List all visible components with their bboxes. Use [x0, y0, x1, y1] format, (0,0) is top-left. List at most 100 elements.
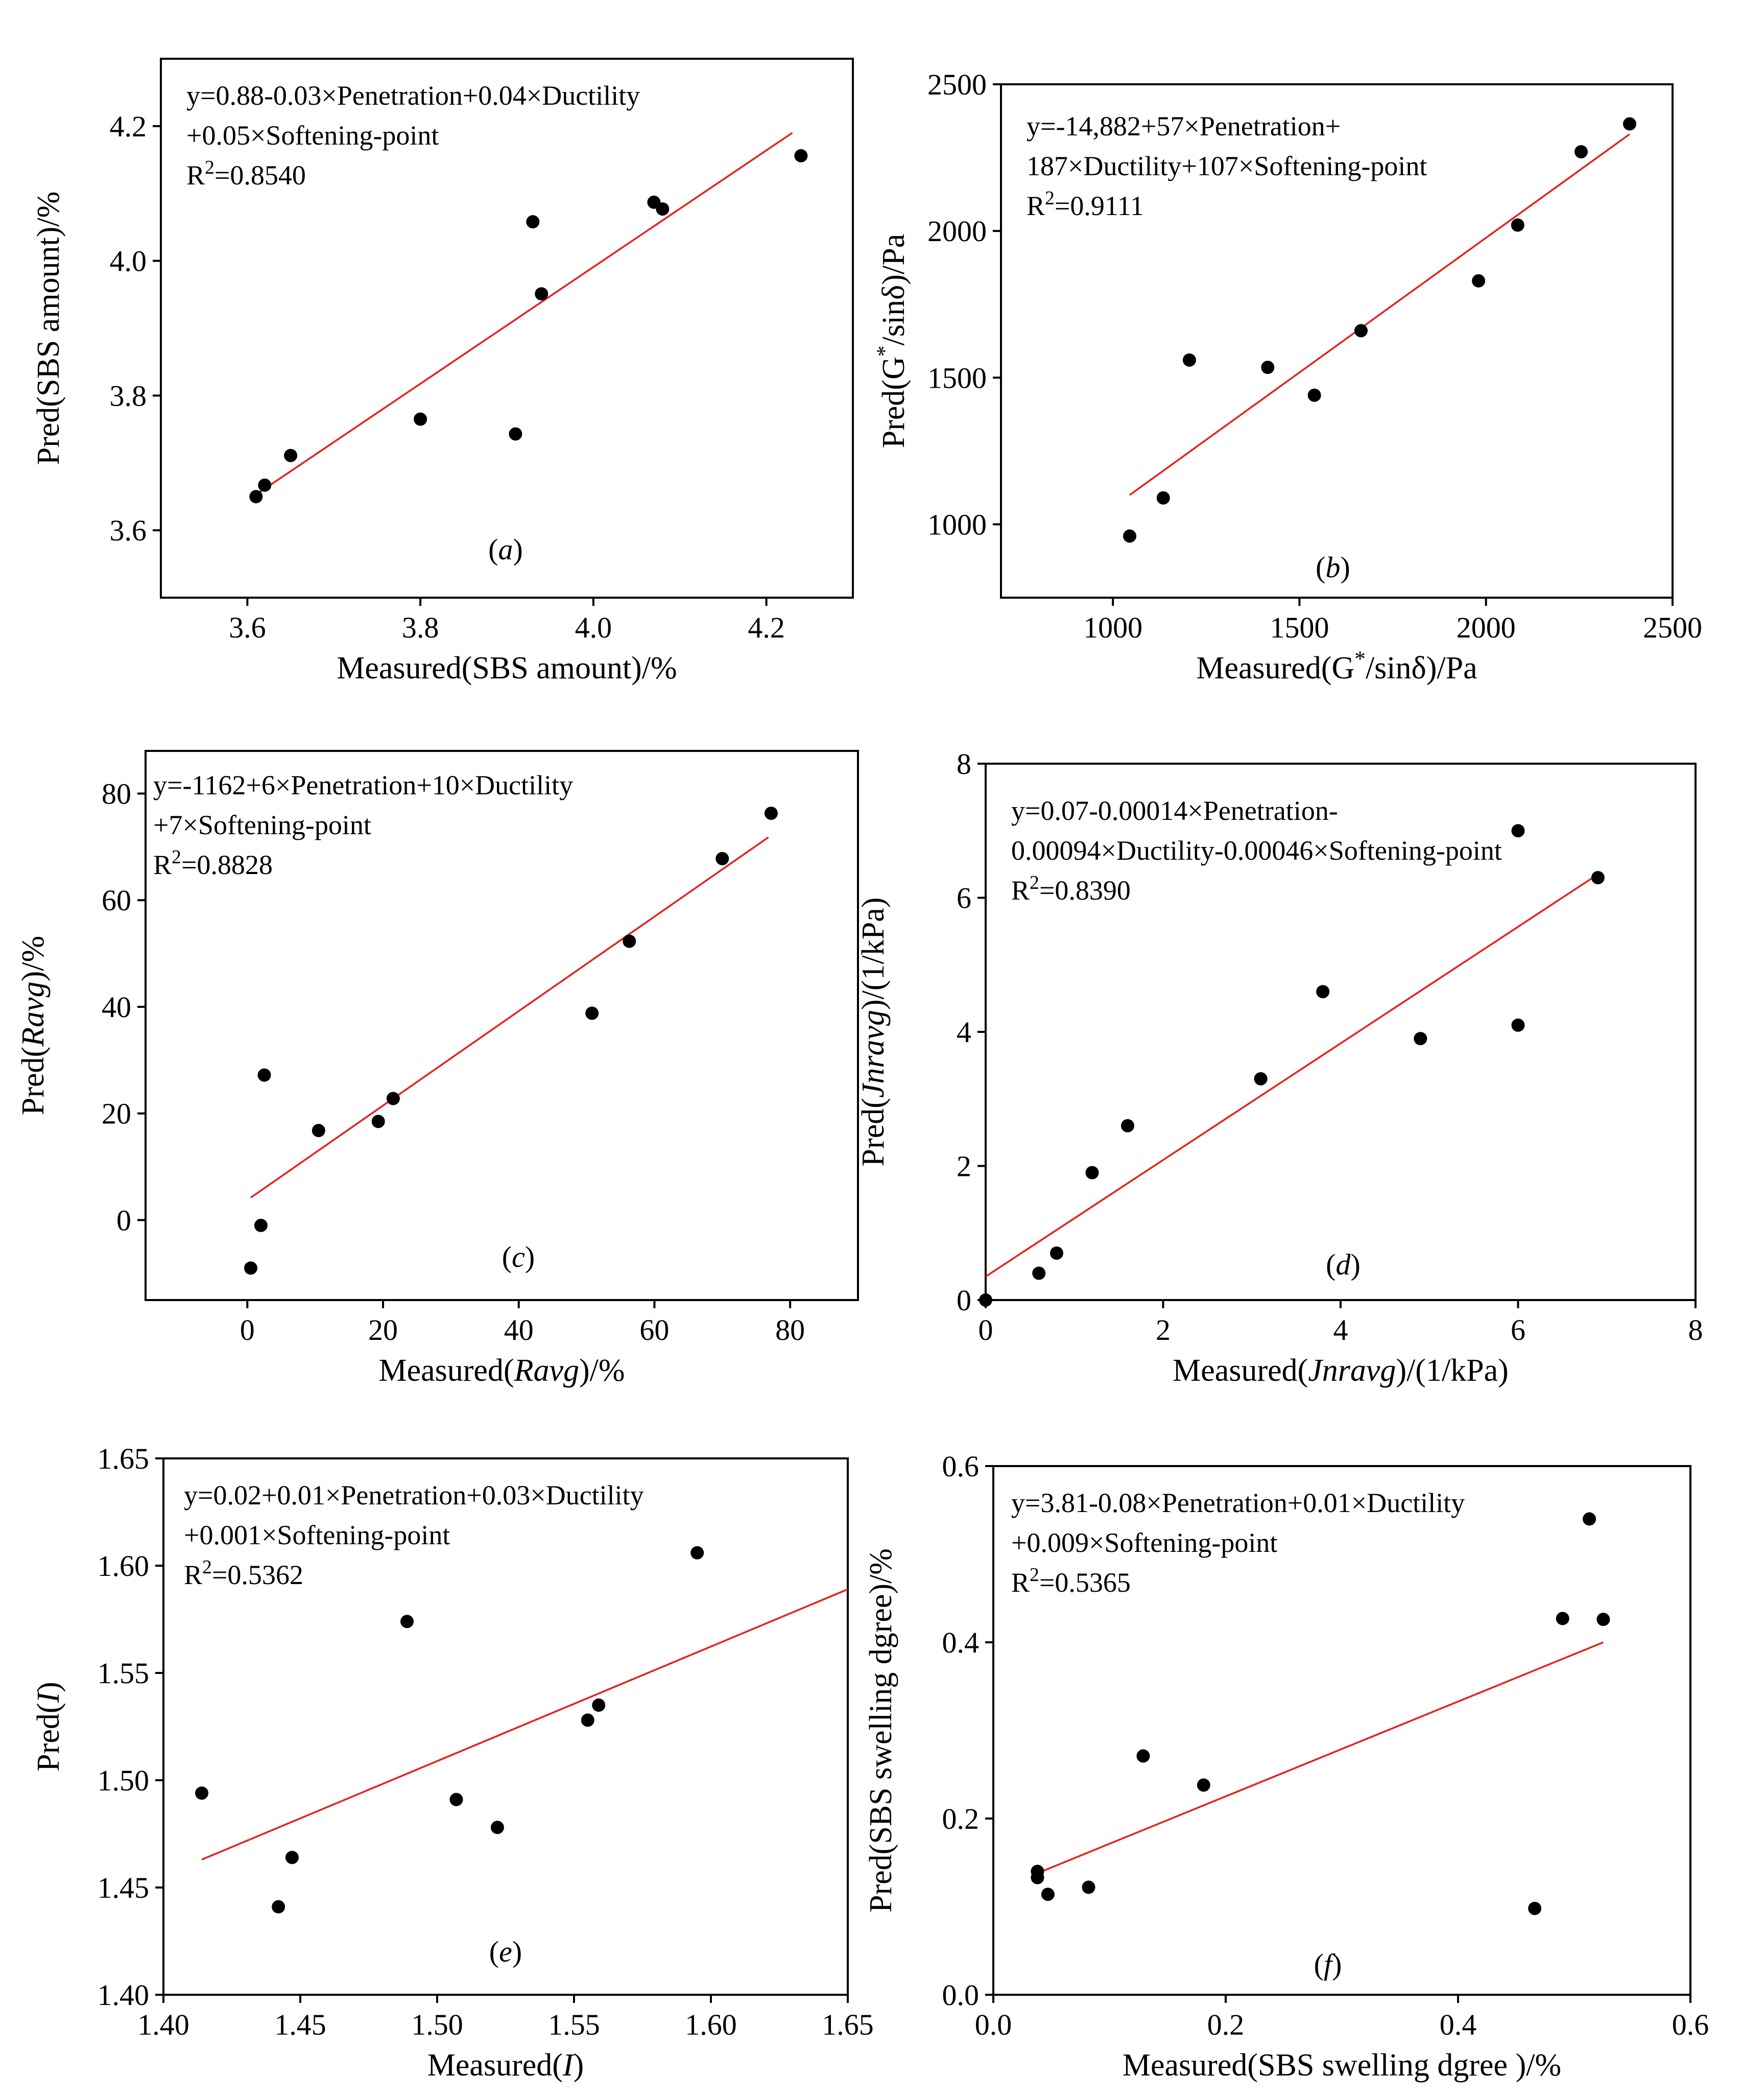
- panel-tag: (b): [1316, 551, 1350, 584]
- data-point: [1556, 1612, 1569, 1625]
- regression-equation-line: 0.00094×Ductility-0.00046×Softening-poin…: [1011, 835, 1502, 866]
- x-axis-label: Measured(Jnravg)/(1/kPa): [1173, 1353, 1509, 1388]
- data-point: [656, 202, 670, 216]
- data-point: [581, 1713, 594, 1727]
- data-point: [272, 1900, 285, 1914]
- plot-frame: [145, 750, 859, 1301]
- y-tick-label: 1500: [927, 361, 987, 394]
- data-point: [449, 1792, 463, 1806]
- data-point: [1041, 1887, 1055, 1901]
- data-point: [1121, 1119, 1134, 1132]
- x-tick-label: 1.60: [685, 2008, 737, 2041]
- y-tick-label: 1.65: [98, 1442, 150, 1475]
- y-tick-label: 1.60: [98, 1549, 150, 1583]
- chart-panel-5: 1.40 1.45 1.50 1.55 1.60 1.65 1.40 1.45 1.50 1.55…: [31, 1442, 874, 2083]
- data-point: [285, 1851, 299, 1865]
- y-axis-label: Pred(SBS amount)/%: [31, 192, 66, 465]
- plot-frame: [1000, 83, 1674, 599]
- data-point: [1414, 1032, 1427, 1046]
- data-point: [1123, 529, 1137, 543]
- data-point: [1316, 985, 1330, 999]
- x-tick-label: 0.4: [1440, 2008, 1477, 2041]
- regression-equation-line: +0.001×Softening-point: [184, 1520, 450, 1550]
- data-point: [1583, 1512, 1596, 1526]
- y-tick-label: 0.0: [942, 1978, 980, 2012]
- x-tick-label: 0.2: [1207, 2008, 1245, 2041]
- y-tick-label: 4.0: [110, 245, 147, 278]
- chart-panel-6: 0.0 0.2 0.4 0.6 0.0 0.2 0.4 0.6 Measured(SBS swe…: [864, 1450, 1709, 2083]
- data-point: [1307, 388, 1321, 402]
- regression-equation-line: y=-14,882+57×Penetration+: [1027, 111, 1341, 141]
- y-tick-label: 6: [957, 882, 971, 915]
- y-axis-label: Pred(G*/sinδ)/Pa: [872, 234, 911, 448]
- data-point: [1156, 491, 1170, 505]
- regression-equation-line: +0.009×Softening-point: [1011, 1527, 1277, 1558]
- panel-tag: (e): [489, 1935, 522, 1968]
- data-point: [1511, 824, 1525, 838]
- x-tick-label: 1500: [1270, 611, 1329, 644]
- y-tick-label: 0.6: [942, 1450, 980, 1483]
- regression-equation-line: y=0.07-0.00014×Penetration-: [1011, 795, 1338, 826]
- data-point: [254, 1218, 268, 1232]
- data-point: [414, 412, 427, 426]
- x-tick-label: 20: [368, 1313, 398, 1347]
- r-squared-label: R2=0.8540: [186, 157, 306, 191]
- x-tick-label: 4.2: [748, 611, 785, 644]
- y-tick-label: 2500: [927, 68, 987, 101]
- regression-equation-line: y=-1162+6×Penetration+10×Ductility: [153, 770, 573, 800]
- regression-line: [1037, 1641, 1604, 1874]
- data-point: [764, 807, 778, 820]
- x-axis-label: Measured(I): [427, 2048, 584, 2083]
- regression-equation-line: +0.05×Softening-point: [186, 120, 439, 151]
- regression-equation-line: y=3.81-0.08×Penetration+0.01×Ductility: [1011, 1488, 1465, 1518]
- panel-tag: (c): [502, 1240, 535, 1273]
- y-tick-label: 1.50: [98, 1764, 150, 1797]
- chart-panel-4: 0 2 4 6 8 0 2 4 6 8 Measured(Jnravg)/(1/kPa) Pred(J…: [856, 747, 1703, 1388]
- data-point: [715, 852, 729, 865]
- data-point: [386, 1092, 400, 1105]
- x-tick-label: 2500: [1643, 611, 1702, 644]
- data-point: [1031, 1871, 1044, 1884]
- y-axis-label: Pred(I): [31, 1682, 66, 1772]
- x-tick-label: 2: [1156, 1313, 1171, 1347]
- r-squared-label: R2=0.9111: [1027, 187, 1144, 221]
- chart-panel-3: 0 20 40 60 80 0 20 40 60 80 Measured(Ravg)/% Pred(R…: [16, 750, 859, 1388]
- data-point: [1182, 353, 1196, 367]
- regression-equation-line: 187×Ductility+107×Softening-point: [1027, 151, 1427, 181]
- x-axis-label: Measured(G*/sinδ)/Pa: [1196, 647, 1477, 686]
- regression-line: [1129, 133, 1631, 496]
- x-tick-label: 1.65: [822, 2008, 874, 2041]
- y-axis-label: Pred(SBS swelling dgree)/%: [864, 1548, 898, 1913]
- x-tick-label: 4: [1333, 1313, 1348, 1347]
- y-tick-label: 20: [102, 1097, 131, 1130]
- r-squared-label: R2=0.8828: [153, 846, 273, 880]
- y-tick-label: 60: [102, 884, 131, 917]
- data-point: [1082, 1880, 1095, 1894]
- x-tick-label: 1.50: [411, 2008, 463, 2041]
- r-squared-label: R2=0.8390: [1011, 872, 1131, 906]
- data-point: [1197, 1778, 1210, 1792]
- data-point: [1591, 871, 1605, 885]
- x-tick-label: 8: [1688, 1313, 1703, 1347]
- y-tick-label: 1000: [927, 508, 987, 541]
- x-axis-label: Measured(SBS swelling dgree )/%: [1123, 2048, 1561, 2083]
- y-tick-label: 0: [957, 1284, 971, 1317]
- data-point: [400, 1615, 414, 1629]
- data-point: [284, 449, 298, 462]
- y-tick-label: 4: [957, 1016, 971, 1049]
- regression-equation-line: +7×Softening-point: [153, 810, 371, 840]
- regression-line: [201, 1588, 848, 1861]
- data-point: [244, 1261, 257, 1275]
- x-tick-label: 40: [504, 1313, 534, 1347]
- data-point: [1574, 145, 1588, 159]
- data-point: [371, 1115, 385, 1128]
- y-tick-label: 0.2: [942, 1802, 980, 1835]
- y-tick-label: 8: [957, 747, 971, 781]
- x-tick-label: 3.6: [229, 611, 266, 644]
- x-tick-label: 3.8: [402, 611, 439, 644]
- data-point: [1472, 274, 1486, 288]
- data-point: [1511, 1018, 1525, 1032]
- regression-line: [250, 836, 769, 1199]
- x-tick-label: 1.55: [548, 2008, 600, 2041]
